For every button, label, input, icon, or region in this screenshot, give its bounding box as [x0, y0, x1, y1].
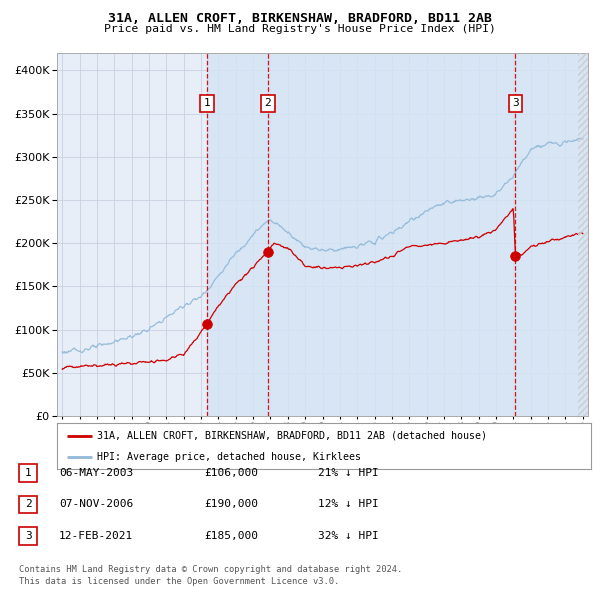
Text: 1: 1 — [204, 98, 211, 108]
Text: £185,000: £185,000 — [204, 531, 258, 540]
Text: Price paid vs. HM Land Registry's House Price Index (HPI): Price paid vs. HM Land Registry's House … — [104, 25, 496, 34]
Text: 12-FEB-2021: 12-FEB-2021 — [59, 531, 133, 540]
Text: 1: 1 — [25, 468, 32, 478]
Text: 31A, ALLEN CROFT, BIRKENSHAW, BRADFORD, BD11 2AB: 31A, ALLEN CROFT, BIRKENSHAW, BRADFORD, … — [108, 12, 492, 25]
Text: This data is licensed under the Open Government Licence v3.0.: This data is licensed under the Open Gov… — [19, 577, 340, 586]
Text: HPI: Average price, detached house, Kirklees: HPI: Average price, detached house, Kirk… — [97, 452, 361, 462]
Text: 12% ↓ HPI: 12% ↓ HPI — [318, 500, 379, 509]
Text: 2: 2 — [265, 98, 271, 108]
Text: 3: 3 — [25, 531, 32, 540]
Text: 07-NOV-2006: 07-NOV-2006 — [59, 500, 133, 509]
Bar — [207, 53, 588, 416]
Text: 3: 3 — [512, 98, 519, 108]
Text: 2: 2 — [25, 500, 32, 509]
Text: 31A, ALLEN CROFT, BIRKENSHAW, BRADFORD, BD11 2AB (detached house): 31A, ALLEN CROFT, BIRKENSHAW, BRADFORD, … — [97, 431, 487, 441]
Text: £190,000: £190,000 — [204, 500, 258, 509]
Text: 21% ↓ HPI: 21% ↓ HPI — [318, 468, 379, 478]
Text: Contains HM Land Registry data © Crown copyright and database right 2024.: Contains HM Land Registry data © Crown c… — [19, 565, 403, 575]
Text: 32% ↓ HPI: 32% ↓ HPI — [318, 531, 379, 540]
Text: 06-MAY-2003: 06-MAY-2003 — [59, 468, 133, 478]
Text: £106,000: £106,000 — [204, 468, 258, 478]
Bar — [578, 53, 593, 416]
